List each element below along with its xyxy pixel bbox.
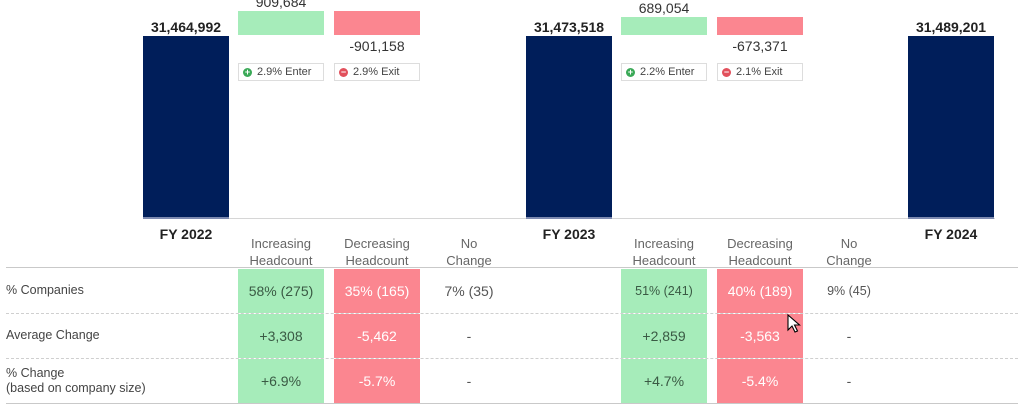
column-header-line: Change: [446, 253, 492, 268]
fiscal-year-label: FY 2023: [542, 226, 596, 242]
column-header: Decreasing Headcount: [715, 235, 805, 269]
row-label-line: (based on company size): [6, 381, 146, 395]
total-value-label: 31,473,518: [533, 19, 605, 36]
total-bar: [526, 36, 612, 219]
exit-percent-pill: −2.1% Exit: [717, 63, 803, 81]
table-cell-no-change: -: [846, 373, 852, 389]
row-label: Average Change: [6, 328, 100, 343]
minus-circle-icon: −: [722, 66, 731, 77]
fiscal-year-label: FY 2024: [924, 226, 978, 242]
table-cell-decreasing: -5.4%: [717, 359, 803, 403]
column-header: Decreasing Headcount: [332, 235, 422, 269]
table-header-rule: [6, 267, 1018, 268]
table-cell-increasing: +4.7%: [621, 359, 707, 403]
column-header: No Change: [424, 235, 514, 269]
column-header-line: Headcount: [249, 253, 313, 268]
table-cell-increasing: 58% (275): [238, 269, 324, 313]
table-cell-no-change: 7% (35): [444, 283, 494, 299]
column-header-line: Change: [826, 253, 872, 268]
exit-bar: [717, 17, 803, 35]
exit-value-label: -901,158: [349, 38, 405, 55]
total-bar: [143, 36, 229, 219]
row-label-line: Average Change: [6, 328, 100, 342]
table-cell-no-change: -: [466, 373, 472, 389]
plus-circle-icon: +: [243, 66, 252, 77]
column-header-line: No: [840, 236, 858, 251]
enter-percent-pill: +2.9% Enter: [238, 63, 324, 81]
mouse-cursor-icon: [787, 314, 801, 333]
fiscal-year-label: FY 2022: [159, 226, 213, 242]
plus-circle-icon: +: [626, 66, 635, 77]
table-cell-no-change: 9% (45): [827, 284, 871, 298]
column-header: No Change: [804, 235, 894, 269]
row-label: % Change (based on company size): [6, 366, 146, 396]
column-header-line: Increasing: [251, 236, 311, 251]
enter-percent-pill: +2.2% Enter: [621, 63, 707, 81]
table-cell-decreasing: 35% (165): [334, 269, 420, 313]
table-cell-increasing: +2,859: [621, 314, 707, 358]
table-cell-increasing: +3,308: [238, 314, 324, 358]
row-separator: [6, 403, 1018, 404]
enter-bar: [238, 10, 324, 35]
column-header-line: Headcount: [632, 253, 696, 268]
row-label-line: % Change: [6, 366, 65, 380]
enter-value-label: 909,684: [255, 0, 307, 10]
column-header-line: Headcount: [728, 253, 792, 268]
minus-circle-icon: −: [339, 66, 348, 77]
table-cell-no-change: -: [466, 328, 472, 344]
column-header-line: Increasing: [634, 236, 694, 251]
total-value-label: 31,489,201: [915, 19, 987, 35]
exit-percent-text: 2.9% Exit: [353, 66, 400, 78]
column-header-line: Headcount: [345, 253, 409, 268]
row-label: % Companies: [6, 283, 84, 298]
column-header: Increasing Headcount: [236, 235, 326, 269]
total-bar: [908, 36, 994, 219]
enter-percent-text: 2.2% Enter: [640, 66, 695, 78]
exit-value-label: -673,371: [732, 37, 788, 54]
table-cell-increasing: 51% (241): [621, 269, 707, 313]
row-separator: [6, 313, 1018, 314]
table-cell-decreasing: -5.7%: [334, 359, 420, 403]
column-header-line: Decreasing: [344, 236, 410, 251]
enter-bar: [621, 16, 707, 35]
row-separator: [6, 358, 1018, 359]
table-cell-decreasing: -5,462: [334, 314, 420, 358]
column-header: Increasing Headcount: [619, 235, 709, 269]
row-label-line: % Companies: [6, 283, 84, 297]
exit-percent-text: 2.1% Exit: [736, 66, 783, 78]
enter-value-label: 689,054: [638, 0, 690, 16]
table-cell-increasing: +6.9%: [238, 359, 324, 403]
exit-bar: [334, 11, 420, 36]
enter-percent-text: 2.9% Enter: [257, 66, 312, 78]
column-header-line: Decreasing: [727, 236, 793, 251]
table-cell-decreasing: 40% (189): [717, 269, 803, 313]
total-value-label: 31,464,992: [150, 19, 222, 36]
column-header-line: No: [460, 236, 478, 251]
exit-percent-pill: −2.9% Exit: [334, 63, 420, 81]
table-cell-no-change: -: [846, 328, 852, 344]
